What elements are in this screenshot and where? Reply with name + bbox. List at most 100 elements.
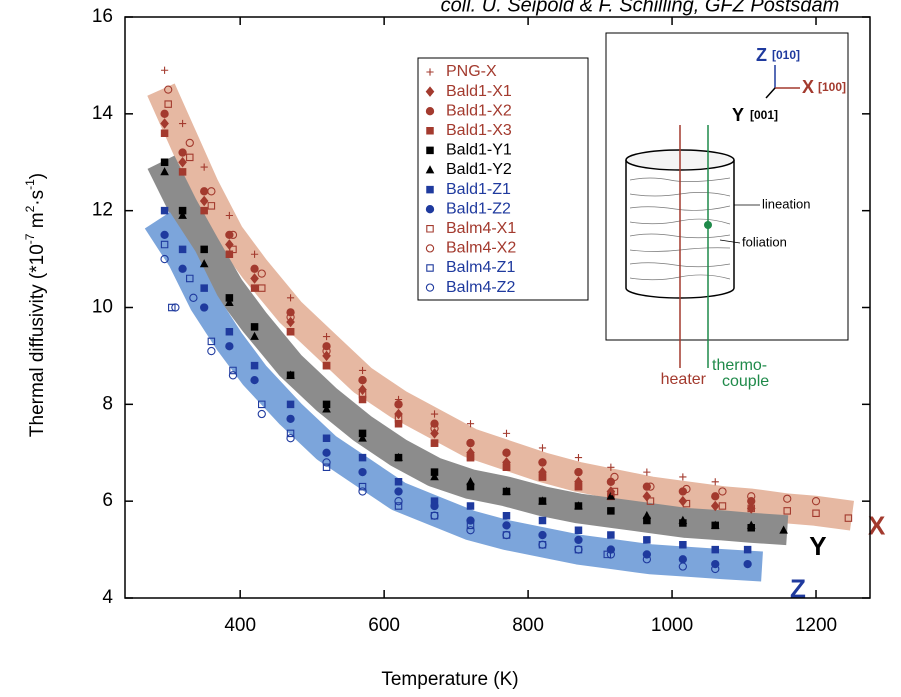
data-point [286, 414, 295, 423]
data-point [643, 536, 651, 544]
x-tick-label: 400 [224, 615, 256, 636]
data-point [538, 516, 547, 525]
legend-label: Bald1-Y1 [446, 142, 512, 159]
inset: Z [010] X [100] Y [001] lineation foliat… [605, 32, 849, 390]
data-point [228, 371, 238, 380]
series [164, 100, 853, 522]
data-point [178, 156, 187, 168]
data-point [322, 404, 331, 413]
data-point [538, 473, 547, 481]
data-point [160, 109, 169, 118]
data-point [358, 375, 367, 385]
data-point [178, 119, 187, 128]
legend-marker [426, 146, 434, 155]
data-point [466, 526, 475, 535]
data-point [250, 273, 259, 284]
y-tick-label: 8 [102, 393, 113, 414]
chart-title: coll. U. Seipold & F. Schilling, GFZ Pos… [441, 0, 840, 16]
series [160, 230, 752, 569]
data-point [430, 410, 439, 418]
data-point [286, 313, 295, 322]
data-point [164, 85, 173, 94]
data-point [171, 303, 180, 312]
y-axis-arrow [765, 87, 776, 99]
data-point [538, 473, 547, 481]
data-point [811, 497, 821, 506]
data-point [286, 327, 295, 336]
data-point [178, 206, 187, 215]
y-axis-label-inset: Y [732, 105, 744, 125]
series [160, 118, 756, 514]
legend-marker [425, 107, 435, 116]
data-point [394, 502, 403, 510]
data-point [358, 390, 367, 399]
data-point [358, 453, 367, 462]
legend-label: Bald1-X3 [446, 122, 512, 139]
data-point [466, 453, 475, 462]
legend-label: PNG-X [446, 63, 497, 80]
data-point [430, 468, 439, 476]
data-point [678, 562, 688, 571]
fit-band [147, 83, 855, 531]
data-point [258, 400, 266, 409]
data-point [466, 438, 475, 448]
data-point [430, 424, 439, 433]
data-point [466, 453, 475, 462]
thermocouple-label-2: couple [722, 373, 769, 390]
data-point [538, 458, 547, 467]
legend-label: Balm4-Z2 [446, 279, 515, 296]
data-point [225, 294, 234, 302]
data-point [207, 346, 216, 356]
data-point [322, 434, 331, 442]
data-point [358, 467, 367, 477]
data-point [394, 497, 403, 506]
data-point [257, 269, 266, 278]
heater-label: heater [661, 371, 707, 388]
z-axis-label: Z [756, 45, 767, 65]
series [160, 66, 719, 486]
data-point [207, 187, 216, 196]
data-point [430, 472, 439, 481]
data-point [160, 158, 169, 166]
data-point [502, 511, 511, 520]
legend-label: Bald1-Z1 [446, 181, 511, 198]
x-axis-label-inset: X [802, 77, 814, 97]
data-point [394, 478, 403, 486]
x-tick-label: 1200 [795, 615, 837, 636]
data-point [250, 323, 259, 331]
data-point [646, 482, 655, 491]
data-point [286, 294, 295, 302]
data-point [229, 245, 237, 254]
foliation-pointer [719, 239, 741, 244]
data-point [200, 163, 208, 171]
data-point [186, 274, 194, 283]
data-point [189, 293, 198, 302]
legend-marker [425, 283, 435, 292]
data-point [538, 540, 547, 549]
data-point [358, 433, 367, 442]
data-point [678, 515, 688, 524]
data-point [747, 504, 755, 513]
data-point [678, 487, 688, 496]
data-point [718, 502, 727, 510]
data-point [394, 419, 403, 428]
data-point [466, 516, 475, 525]
thermocouple-label-1: thermo- [712, 357, 767, 374]
legend-marker [425, 86, 435, 97]
data-point [574, 453, 583, 462]
data-point [322, 346, 331, 356]
data-point [228, 230, 238, 240]
data-point [322, 361, 331, 370]
data-point [207, 337, 216, 346]
data-point [160, 66, 169, 74]
legend-label: Balm4-Z1 [446, 259, 515, 276]
data-point [225, 297, 234, 307]
data-point [812, 509, 820, 518]
data-point [178, 210, 187, 219]
data-point [430, 439, 439, 447]
data-point [250, 331, 259, 340]
legend-marker [426, 127, 434, 135]
data-point [574, 526, 583, 534]
data-point [607, 463, 615, 471]
